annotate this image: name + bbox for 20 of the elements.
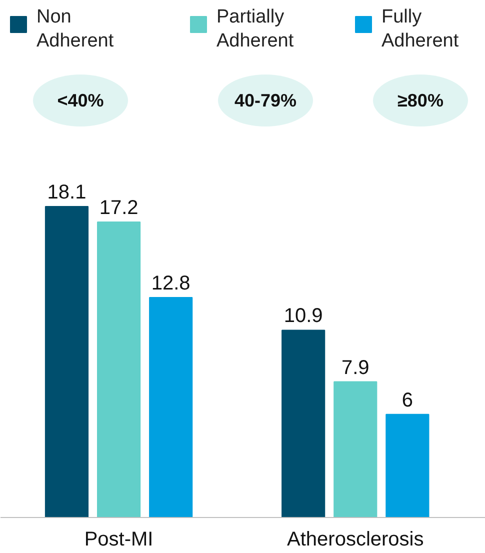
legend-label: Non Adherent xyxy=(36,6,114,52)
x-tick-label: Post-MI xyxy=(84,528,154,550)
data-label: 12.8 xyxy=(151,272,190,295)
legend-label: Partially Adherent xyxy=(216,6,294,52)
text: <40% xyxy=(57,90,104,110)
bar xyxy=(334,381,378,518)
data-label: 7.9 xyxy=(341,356,370,379)
bar xyxy=(282,330,326,518)
data-label: 10.9 xyxy=(284,305,323,328)
bar xyxy=(44,206,89,518)
legend-label: Fully Adherent xyxy=(382,6,460,52)
bar xyxy=(97,221,141,518)
data-label: 18.1 xyxy=(47,181,86,204)
data-label: 17.2 xyxy=(99,196,138,219)
bar xyxy=(149,297,193,518)
x-tick-label: Atherosclerosis xyxy=(287,528,424,550)
text: 40-79% xyxy=(234,90,297,110)
data-label: 6 xyxy=(402,389,413,412)
text: ≥80% xyxy=(398,90,444,110)
bar xyxy=(386,414,430,518)
